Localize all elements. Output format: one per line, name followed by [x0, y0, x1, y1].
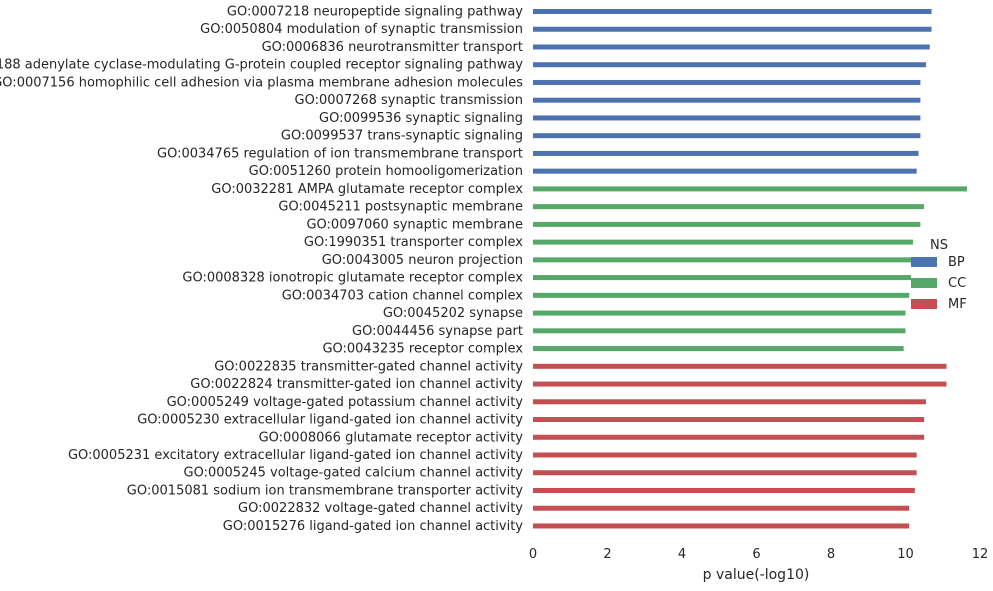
legend: NS BP CC MF: [911, 238, 967, 312]
y-tick-label: GO:0008066 glutamate receptor activity: [259, 430, 524, 445]
bar-cc: [533, 346, 904, 352]
bar-mf: [533, 505, 910, 511]
bar-cc: [533, 239, 913, 245]
y-tick-label: GO:0005230 extracellular ligand-gated io…: [137, 413, 523, 428]
bar-mf: [533, 417, 925, 423]
y-tick-label: GO:0044456 synapse part: [352, 324, 523, 339]
bar-mf: [533, 363, 947, 369]
x-tick-label: 6: [752, 547, 760, 562]
y-tick-label: GO:0022824 transmitter-gated ion channel…: [190, 377, 523, 392]
bar-cc: [533, 275, 912, 281]
y-tick-label: GO:0043235 receptor complex: [322, 342, 523, 357]
legend-title: NS: [930, 238, 948, 253]
x-tick-label: 2: [603, 547, 611, 562]
bars-layer: [533, 9, 967, 529]
bar-mf: [533, 381, 947, 387]
x-tick-labels: 0 2 4 6 8 10 12: [529, 547, 988, 562]
y-tick-label: GO:0099537 trans-synaptic signaling: [281, 129, 523, 144]
y-tick-label: GO:0043005 neuron projection: [322, 253, 523, 268]
bar-bp: [533, 62, 926, 68]
bar-mf: [533, 399, 926, 405]
y-tick-label: GO:0008328 ionotropic glutamate receptor…: [182, 271, 523, 286]
y-tick-label: GO:1990351 transporter complex: [304, 235, 523, 250]
bar-cc: [533, 204, 925, 210]
y-tick-label: GO:0034765 regulation of ion transmembra…: [157, 146, 523, 161]
x-tick-label: 12: [972, 547, 989, 562]
y-tick-label: GO:0007268 synaptic transmission: [295, 93, 523, 108]
y-tick-label: GO:0032281 AMPA glutamate receptor compl…: [211, 182, 523, 197]
bar-bp: [533, 97, 921, 103]
bar-mf: [533, 434, 925, 440]
y-tick-label: GO:0045211 postsynaptic membrane: [278, 200, 523, 215]
bar-cc: [533, 310, 906, 316]
bar-mf: [533, 523, 910, 529]
bar-cc: [533, 328, 906, 334]
bar-bp: [533, 26, 932, 32]
y-tick-label: GO:0034703 cation channel complex: [282, 288, 524, 303]
bar-cc: [533, 221, 921, 227]
bar-mf: [533, 470, 917, 476]
legend-label-mf: MF: [948, 297, 967, 312]
y-tick-label: GO:0007218 neuropeptide signaling pathwa…: [227, 5, 523, 20]
y-tick-label: GO:0051260 protein homooligomerization: [249, 164, 523, 179]
bar-bp: [533, 133, 921, 139]
y-tick-labels: GO:0007218 neuropeptide signaling pathwa…: [0, 5, 523, 534]
y-tick-label: GO:0022832 voltage-gated channel activit…: [238, 501, 523, 516]
y-tick-label: GO:0006836 neurotransmitter transport: [262, 40, 523, 55]
y-tick-label: GO:0015081 sodium ion transmembrane tran…: [127, 483, 523, 498]
legend-swatch-cc: [911, 278, 937, 288]
y-tick-label: GO:0099536 synaptic signaling: [319, 111, 523, 126]
x-tick-label: 0: [529, 547, 537, 562]
bar-bp: [533, 9, 932, 14]
y-tick-label: GO:0005231 excitatory extracellular liga…: [68, 448, 523, 463]
bar-mf: [533, 487, 915, 493]
x-tick-label: 8: [827, 547, 835, 562]
bar-mf: [533, 452, 917, 458]
y-tick-label: GO:0007156 homophilic cell adhesion via …: [0, 75, 523, 90]
y-tick-label: GO:0050804 modulation of synaptic transm…: [200, 22, 523, 37]
bar-cc: [533, 292, 910, 298]
y-tick-label: GO:0045202 synapse: [383, 306, 523, 321]
x-tick-label: 4: [678, 547, 686, 562]
bar-bp: [533, 168, 917, 174]
y-tick-label: GO:0015276 ligand-gated ion channel acti…: [223, 519, 524, 534]
bar-cc: [533, 186, 967, 192]
x-axis-label: p value(-log10): [703, 567, 810, 583]
legend-label-bp: BP: [948, 255, 965, 270]
bar-bp: [533, 115, 921, 121]
y-tick-label: GO:0005249 voltage-gated potassium chann…: [167, 395, 524, 410]
legend-swatch-bp: [911, 257, 937, 267]
legend-swatch-mf: [911, 299, 937, 309]
y-tick-label: GO:0022835 transmitter-gated channel act…: [214, 359, 523, 374]
bar-bp: [533, 150, 919, 156]
y-tick-label: GO:0007188 adenylate cyclase-modulating …: [0, 58, 523, 73]
x-tick-label: 10: [897, 547, 914, 562]
bar-cc: [533, 257, 912, 263]
bar-bp: [533, 44, 930, 50]
bar-bp: [533, 79, 921, 85]
y-tick-label: GO:0005245 voltage-gated calcium channel…: [184, 466, 524, 481]
legend-label-cc: CC: [948, 276, 966, 291]
y-tick-label: GO:0097060 synaptic membrane: [306, 217, 523, 232]
